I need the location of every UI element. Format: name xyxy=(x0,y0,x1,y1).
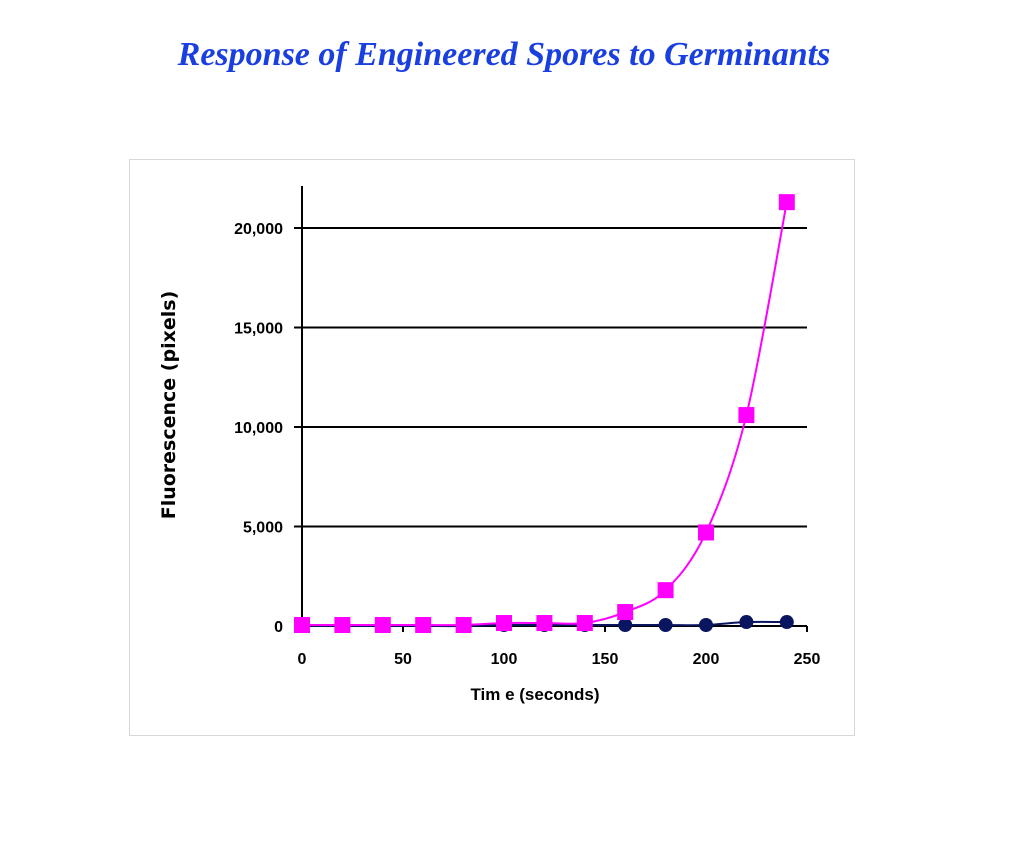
y-tick-label: 10,000 xyxy=(234,420,283,437)
data-point-circle xyxy=(699,618,713,633)
chart-frame xyxy=(129,159,855,736)
y-tick-label: 20,000 xyxy=(234,221,283,238)
data-point-square xyxy=(576,615,593,632)
data-point-square xyxy=(455,617,472,634)
data-point-square xyxy=(617,604,634,621)
axes xyxy=(294,186,808,632)
data-point-square xyxy=(374,617,391,634)
y-axis-title: Fluorescence (pixels) xyxy=(158,291,180,520)
x-axis-title: Tim e (seconds) xyxy=(470,685,599,704)
data-point-square xyxy=(698,524,714,541)
data-point-square xyxy=(415,617,432,634)
data-point-square xyxy=(536,615,553,632)
grid-lines xyxy=(302,227,807,528)
data-point-square xyxy=(496,615,512,632)
data-point-circle xyxy=(658,618,673,633)
y-tick-label: 0 xyxy=(274,619,283,636)
data-point-circle xyxy=(739,615,754,630)
x-tick-label: 50 xyxy=(394,651,412,668)
data-point-square xyxy=(738,407,755,424)
data-point-circle xyxy=(779,615,794,630)
data-point-square xyxy=(657,582,674,599)
x-tick-label: 250 xyxy=(794,651,821,668)
x-tick-label: 0 xyxy=(298,651,307,668)
tick-labels: 0 5,000 10,000 15,000 20,000 0 50 100 150 200 250 xyxy=(234,221,820,668)
data-point-square xyxy=(294,617,310,634)
series-2 xyxy=(294,194,795,634)
series-line xyxy=(301,201,788,627)
data-point-square xyxy=(778,194,795,211)
slide-title: Response of Engineered Spores to Germina… xyxy=(177,36,831,73)
y-tick-label: 5,000 xyxy=(243,520,283,537)
x-tick-label: 100 xyxy=(491,651,518,668)
data-point-square xyxy=(334,617,351,634)
x-tick-label: 150 xyxy=(592,651,619,668)
series xyxy=(294,194,795,634)
y-tick-label: 15,000 xyxy=(234,321,283,338)
data-point-circle xyxy=(618,618,633,633)
x-tick-label: 200 xyxy=(693,651,720,668)
